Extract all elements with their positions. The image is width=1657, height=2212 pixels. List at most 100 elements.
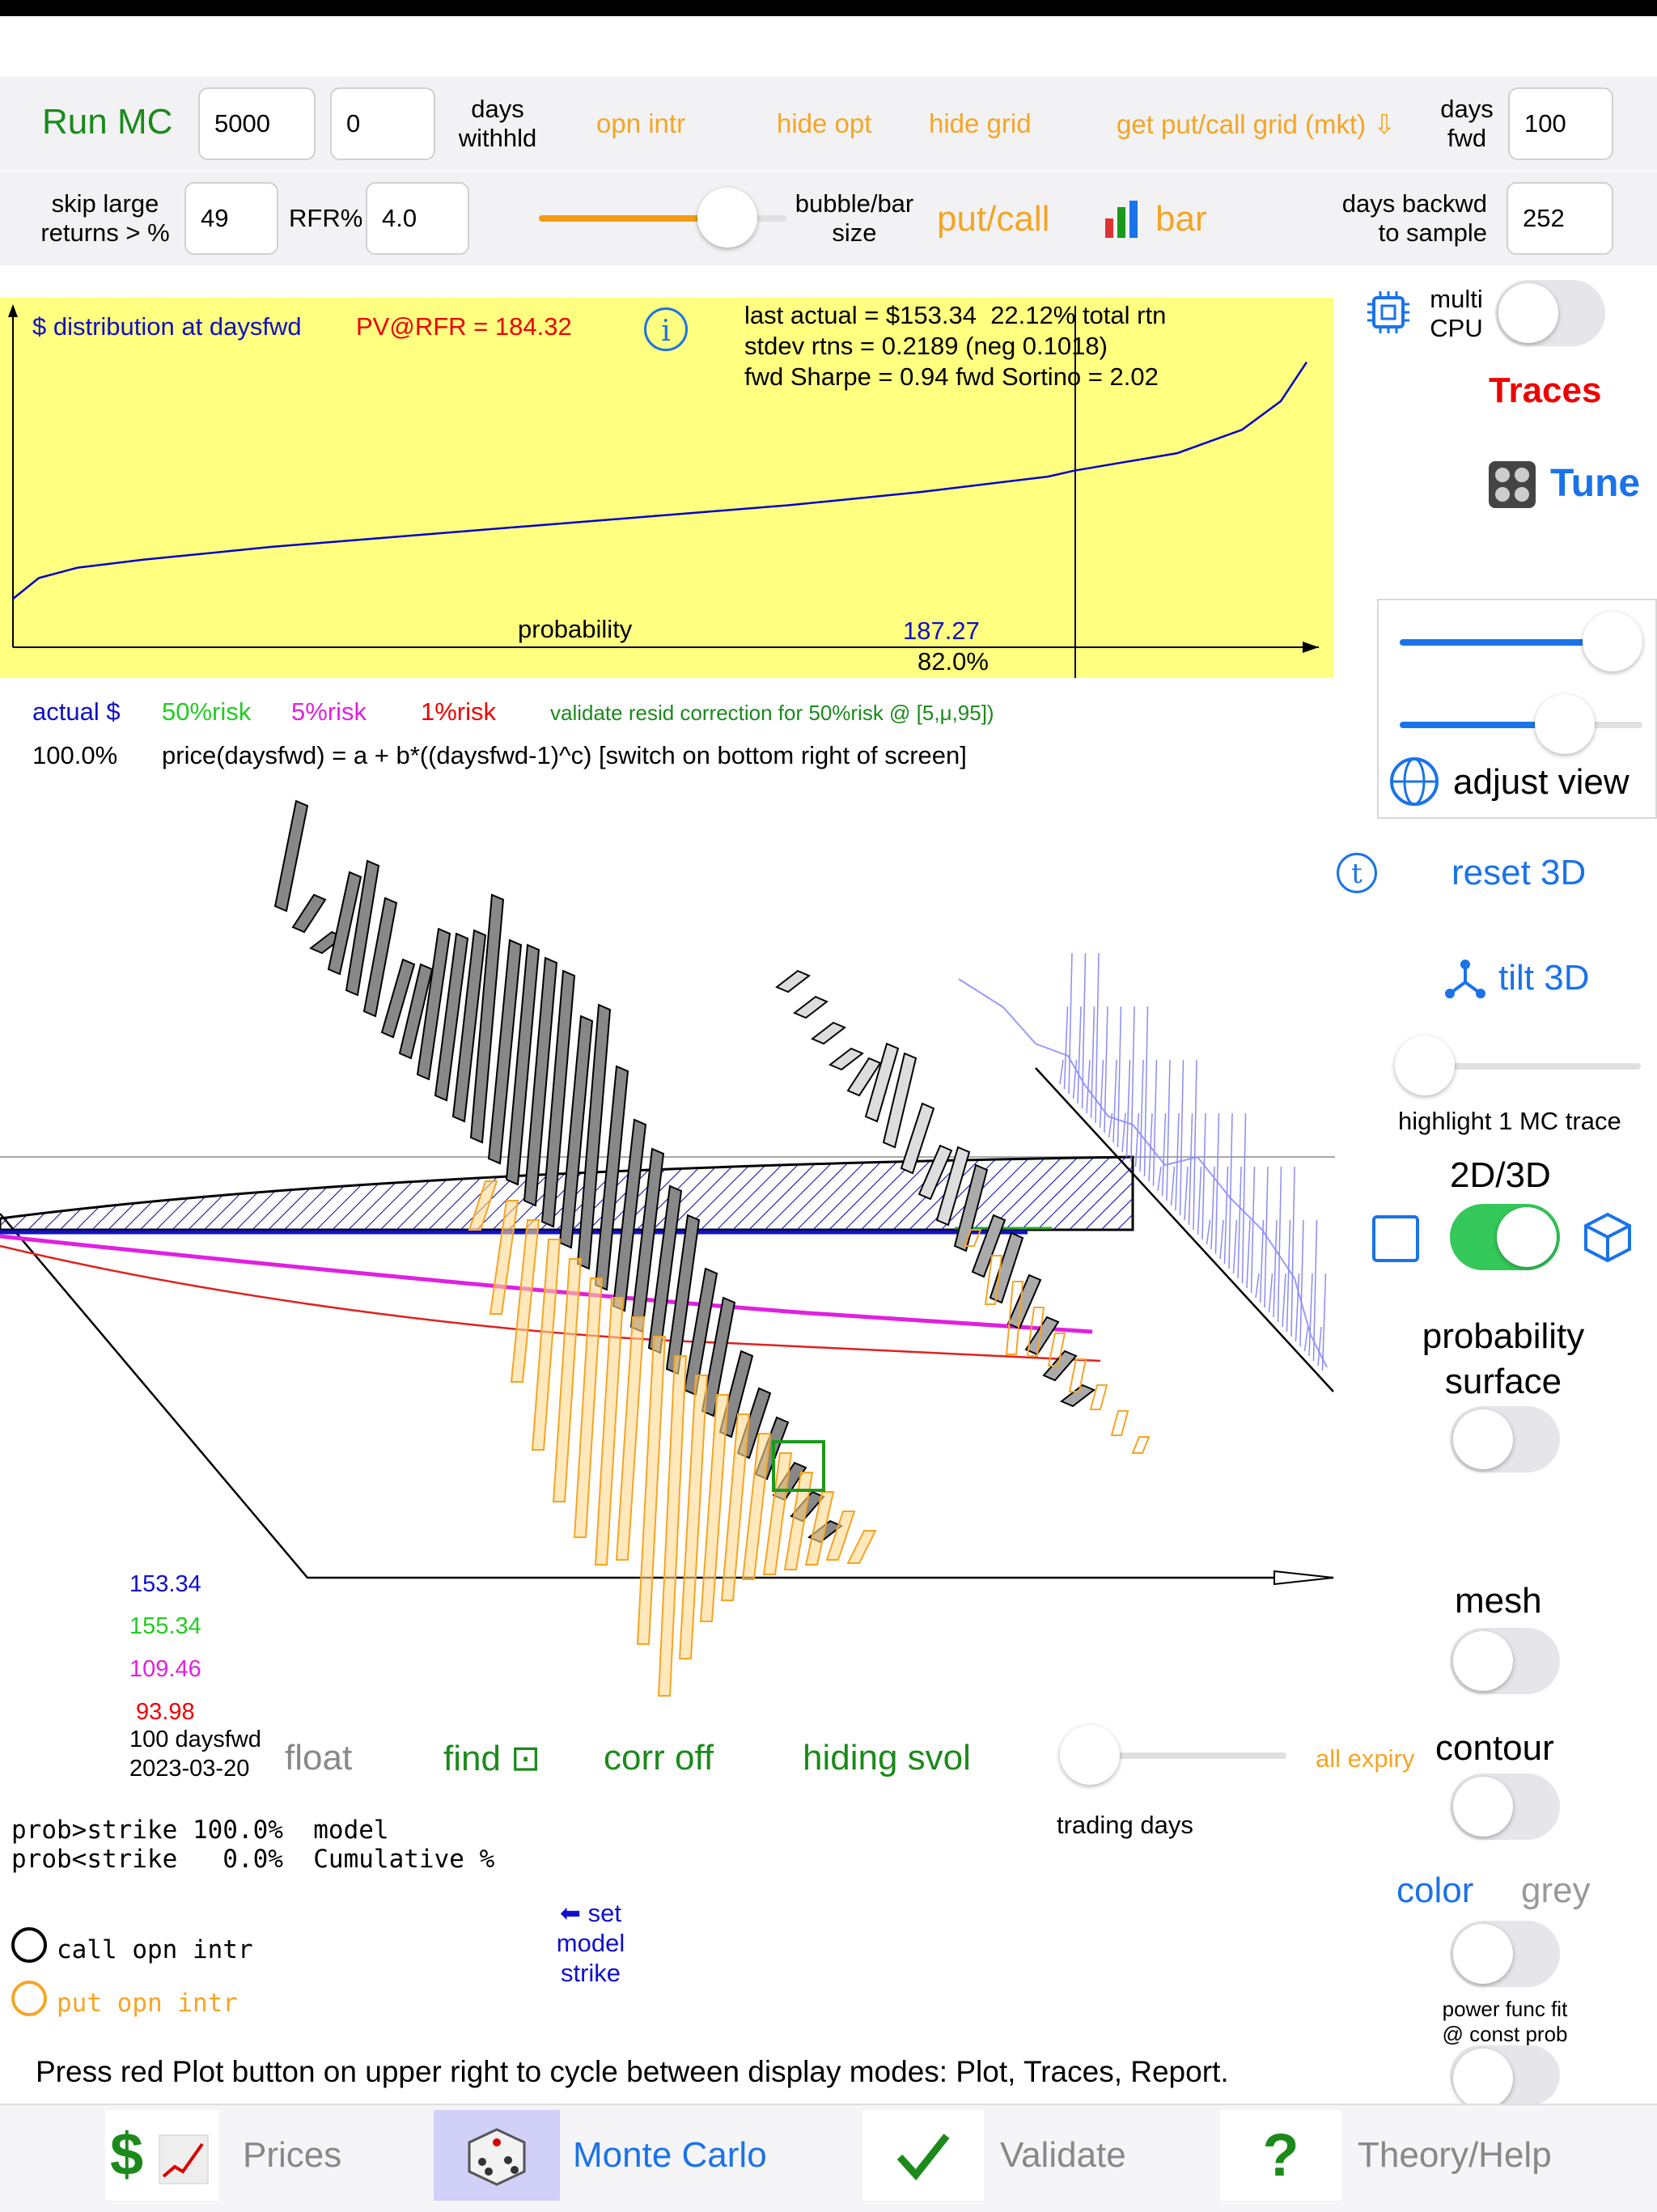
trace-spike	[1139, 1059, 1144, 1172]
trading-days-slider[interactable]	[1060, 1723, 1286, 1788]
info-t-icon[interactable]: t	[1337, 853, 1377, 893]
slider-knob[interactable]	[1060, 1725, 1120, 1785]
highlight-trace-slider[interactable]	[1395, 1034, 1641, 1099]
trace-spike	[1170, 1166, 1176, 1206]
reset-3d-button[interactable]: reset 3D	[1451, 853, 1587, 892]
trace-spike	[1277, 1166, 1282, 1323]
put-bar	[1068, 1358, 1087, 1392]
put-bar	[636, 1336, 667, 1645]
hiding-svol-button[interactable]: hiding svol	[803, 1738, 971, 1778]
trace-spike	[1268, 1273, 1273, 1313]
trace-spike	[1273, 1219, 1278, 1318]
run-mc-button[interactable]: Run MC	[42, 102, 173, 142]
put-bar	[678, 1375, 709, 1659]
slider-knob[interactable]	[1395, 1036, 1455, 1095]
distribution-chart[interactable]: $ distribution at daysfwd PV@RFR = 184.3…	[0, 298, 1333, 678]
contour-toggle[interactable]	[1450, 1773, 1560, 1840]
get-grid-button[interactable]: get put/call grid (mkt) ⇩	[1117, 109, 1396, 139]
tab-prices[interactable]: $ Prices	[105, 2110, 341, 2201]
color-toggle[interactable]	[1450, 1921, 1560, 1987]
skip-returns-label: skip large returns > %	[40, 189, 170, 247]
tune-button[interactable]: Tune	[1550, 462, 1641, 505]
call-bar	[864, 1042, 900, 1123]
monte-carlo-3d-plot[interactable]	[0, 777, 1335, 1748]
call-bar	[900, 1102, 935, 1175]
traces-input[interactable]: 5000	[198, 87, 316, 160]
call-bar	[882, 1052, 917, 1149]
put-open-interest-bars	[468, 1180, 1151, 1697]
call-opn-intr-label: call opn intr	[57, 1935, 253, 1964]
trace-spike	[1282, 1273, 1286, 1328]
tab-help[interactable]: ? Theory/Help	[1220, 2110, 1552, 2201]
pv-value: PV@RFR = 184.32	[356, 312, 572, 341]
days-fwd-input[interactable]: 100	[1508, 87, 1613, 160]
call-bar	[811, 1021, 846, 1045]
corr-off-button[interactable]: corr off	[604, 1738, 714, 1778]
put-bar	[531, 1239, 562, 1451]
cube-3d-icon[interactable]	[1581, 1210, 1634, 1264]
slider-knob[interactable]	[1535, 694, 1595, 754]
put-bar	[594, 1297, 625, 1566]
trace-spike	[1112, 1059, 1117, 1143]
all-expiry-button[interactable]: all expiry	[1316, 1744, 1415, 1773]
put-bar	[984, 1255, 1003, 1305]
find-button[interactable]: find ⊡	[443, 1739, 541, 1778]
mesh-toggle[interactable]	[1450, 1628, 1560, 1694]
put-bar	[762, 1452, 793, 1575]
highlight-trace-label: highlight 1 MC trace	[1398, 1107, 1621, 1135]
call-bar	[558, 1015, 594, 1249]
slider-knob[interactable]	[1583, 612, 1642, 672]
bar-button[interactable]: bar	[1155, 199, 1207, 239]
putcall-button[interactable]: put/call	[937, 199, 1050, 239]
withhold-input[interactable]: 0	[330, 87, 435, 160]
tab-monte-carlo[interactable]: Monte Carlo	[434, 2110, 767, 2201]
traces-button[interactable]: Traces	[1489, 371, 1602, 410]
power-func-toggle[interactable]	[1450, 2045, 1560, 2108]
probability-surface-toggle[interactable]	[1450, 1406, 1560, 1473]
float-button[interactable]: float	[285, 1738, 353, 1778]
floor-outline	[0, 1213, 1333, 1579]
opn-intr-button[interactable]: opn intr	[596, 108, 686, 138]
mode-2d3d-toggle[interactable]	[1450, 1204, 1560, 1270]
days-back-input[interactable]: 252	[1507, 182, 1613, 255]
put-bar	[573, 1278, 604, 1538]
days-withhold-label: days withhld	[458, 95, 537, 152]
put-bar	[510, 1219, 540, 1383]
call-bar	[701, 1296, 736, 1417]
grey-option[interactable]: grey	[1521, 1871, 1591, 1910]
call-bar	[416, 927, 451, 1081]
skip-returns-input[interactable]: 49	[184, 182, 278, 255]
status-bar	[0, 0, 1657, 16]
power-func-label: power func fit @ const prob	[1442, 1997, 1568, 2046]
tab-validate[interactable]: Validate	[862, 2110, 1126, 2201]
bubble-size-label: bubble/bar size	[795, 189, 914, 247]
y-axis-arrow	[8, 304, 18, 317]
percent-value: 100.0%	[32, 741, 118, 769]
stats-line-3: fwd Sharpe = 0.94 fwd Sortino = 2.02	[744, 362, 1159, 391]
slider-knob[interactable]	[697, 188, 757, 248]
set-model-strike-button[interactable]: ⬅ set model strike	[556, 1899, 625, 1987]
rfr-input[interactable]: 4.0	[366, 182, 469, 255]
put-bar	[552, 1258, 583, 1502]
slider-track	[1060, 1752, 1286, 1759]
info-icon[interactable]: i	[644, 307, 688, 351]
multi-cpu-toggle[interactable]	[1495, 280, 1605, 346]
tilt-3d-button[interactable]: tilt 3D	[1498, 958, 1590, 998]
color-option[interactable]: color	[1396, 1871, 1474, 1910]
trace-spike	[1179, 1059, 1184, 1216]
trace-spike	[1214, 1112, 1220, 1255]
call-bar	[1060, 1384, 1095, 1408]
trace-spike	[1068, 952, 1073, 1095]
call-bar	[594, 1065, 629, 1291]
validate-link[interactable]: validate resid correction for 50%risk @ …	[550, 701, 994, 725]
hide-grid-button[interactable]: hide grid	[929, 108, 1032, 138]
trace-spike	[1197, 1166, 1202, 1235]
call-bar	[505, 943, 540, 1186]
view-slider-2[interactable]	[1400, 694, 1642, 756]
bubble-size-slider[interactable]	[539, 188, 786, 249]
trace-spike	[1086, 1059, 1091, 1114]
view-slider-1[interactable]	[1400, 612, 1642, 673]
cpu-icon	[1364, 288, 1413, 337]
square-2d-icon[interactable]	[1372, 1215, 1419, 1262]
hide-opt-button[interactable]: hide opt	[777, 108, 872, 138]
